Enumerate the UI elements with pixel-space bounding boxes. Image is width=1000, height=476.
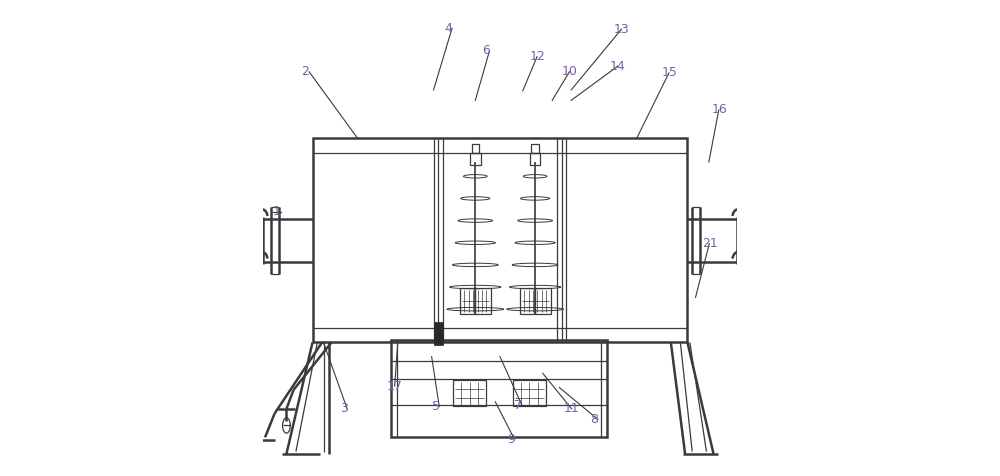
Text: 14: 14 bbox=[610, 60, 626, 73]
Text: 6: 6 bbox=[482, 44, 490, 57]
Bar bbox=[434, 322, 443, 345]
Text: 3: 3 bbox=[340, 402, 347, 416]
Text: 12: 12 bbox=[529, 50, 545, 63]
Text: 16: 16 bbox=[711, 103, 727, 116]
Text: 10: 10 bbox=[562, 65, 578, 79]
Text: 4: 4 bbox=[444, 22, 452, 35]
Bar bbox=[460, 288, 491, 314]
Text: 1: 1 bbox=[273, 206, 281, 218]
Text: 13: 13 bbox=[614, 23, 630, 36]
Text: 7: 7 bbox=[514, 398, 522, 412]
Text: 21: 21 bbox=[702, 237, 717, 250]
Bar bbox=[531, 144, 539, 153]
Bar bbox=[513, 380, 546, 407]
Text: 2: 2 bbox=[302, 65, 309, 79]
Bar bbox=[530, 153, 540, 165]
Bar bbox=[470, 153, 481, 165]
Bar bbox=[472, 144, 479, 153]
Text: 5: 5 bbox=[432, 400, 440, 413]
Text: 17: 17 bbox=[387, 379, 403, 393]
Bar bbox=[453, 380, 486, 407]
Text: 15: 15 bbox=[661, 66, 677, 79]
Text: 8: 8 bbox=[590, 413, 598, 426]
Bar bbox=[313, 139, 687, 342]
Text: 11: 11 bbox=[564, 402, 580, 416]
Text: 9: 9 bbox=[507, 433, 515, 446]
Bar bbox=[391, 340, 607, 437]
Bar bbox=[520, 288, 551, 314]
